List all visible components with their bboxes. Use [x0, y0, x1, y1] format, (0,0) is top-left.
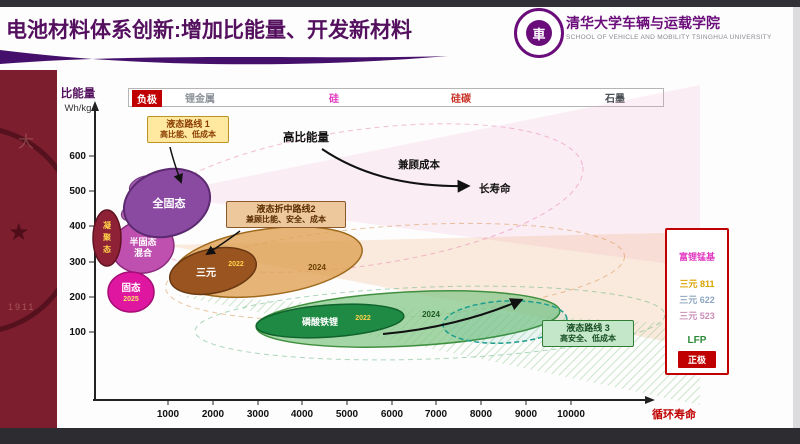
route1-desc: 高比能、低成本 — [160, 130, 216, 140]
y-tick: 600 — [69, 151, 86, 162]
y-tick: 100 — [69, 327, 86, 338]
bubble-label: 磷酸铁锂 — [302, 316, 338, 327]
bubble-char: 聚 — [102, 232, 112, 242]
bubble-condensed — [92, 209, 122, 267]
arrow-route1-leader — [169, 146, 183, 184]
band-outline-orange — [165, 222, 625, 322]
x-axis-title: 循环寿命 — [652, 407, 697, 421]
seal-character: 大 — [18, 134, 35, 151]
route2-label-box: 液态折中路线2 兼顾比能、安全、成本 — [226, 201, 346, 229]
tsinghua-logo-glyph: 車 — [526, 20, 552, 46]
bubble-year: 2022 — [228, 261, 244, 268]
anode-legend-bar: 负极 锂金属 硅 硅碳 石墨 — [128, 88, 664, 107]
band-outline-pink — [136, 123, 584, 273]
tsinghua-logo-icon: 車 — [514, 8, 564, 58]
seal-star-icon: ★ — [8, 219, 30, 246]
seal-sidebar: 大 ★ 1911 — [0, 70, 57, 428]
y-tick-labels: 600 500 400 300 200 100 — [69, 151, 86, 338]
y-tick: 200 — [69, 292, 86, 303]
route3-desc: 高安全、低成本 — [560, 334, 616, 344]
bubble-label: 固态 — [121, 282, 141, 294]
bubble-year: 2024 — [422, 310, 440, 319]
x-tick: 10000 — [557, 409, 585, 420]
x-tick: 4000 — [291, 409, 314, 420]
annotation-high-energy: 高比能量 — [283, 130, 329, 144]
x-axis-arrow — [645, 396, 655, 404]
school-name-en: SCHOOL OF VEHICLE AND MOBILITY TSINGHUA … — [566, 34, 772, 41]
cathode-item-li-rich: 富锂锰基 — [678, 252, 715, 262]
x-tick: 8000 — [470, 409, 493, 420]
cathode-item-622: 三元 622 — [679, 295, 715, 305]
bubble-lfp-2022 — [255, 303, 405, 339]
anode-item-si: 硅 — [329, 94, 339, 105]
annotation-long-life: 长寿命 — [479, 182, 511, 195]
arrow-lfp-trend — [382, 298, 524, 335]
cathode-legend-panel: 富锂锰基 三元 811 三元 622 三元 523 LFP 正极 — [665, 228, 729, 375]
bubble-char: 凝 — [103, 220, 112, 230]
x-tick: 3000 — [247, 409, 270, 420]
right-edge — [793, 7, 800, 428]
annotation-balanced-cost: 兼顾成本 — [398, 158, 440, 171]
video-top-bar — [0, 0, 800, 7]
route1-title: 液态路线 1 — [166, 119, 210, 129]
title-underline-swoosh — [0, 50, 448, 65]
cathode-title-badge: 正极 — [677, 351, 716, 368]
bubble-year: 2025 — [123, 296, 139, 303]
route3-title: 液态路线 3 — [566, 323, 610, 333]
cathode-item-523: 三元 523 — [679, 311, 715, 321]
bubble-label: 全固态 — [152, 196, 186, 210]
video-bottom-bar — [0, 428, 800, 444]
annotations: 高比能量 兼顾成本 长寿命 — [283, 130, 511, 195]
y-axis-arrow — [91, 101, 99, 111]
x-tick: 1000 — [157, 409, 180, 420]
bubble-year: 2024 — [308, 263, 326, 272]
page-title: 电池材料体系创新:增加比能量、开发新材料 — [6, 19, 412, 42]
x-tick: 9000 — [515, 409, 538, 420]
y-tick: 300 — [69, 257, 86, 268]
band-outline-green — [194, 285, 666, 361]
route2-title: 液态折中路线2 — [256, 204, 316, 214]
bubble-year: 2022 — [355, 315, 371, 322]
anode-item-graphite: 石墨 — [605, 94, 625, 105]
arrow-high-energy-to-life — [321, 148, 471, 193]
bubble-all-solid — [122, 167, 212, 239]
bubble-label: 半固态 — [129, 236, 156, 247]
bubble-label: 混合 — [134, 247, 153, 258]
bubble-solid — [107, 271, 155, 313]
x-tick: 5000 — [336, 409, 359, 420]
anode-item-li-metal: 锂金属 — [185, 94, 215, 105]
x-tick: 2000 — [202, 409, 225, 420]
y-axis-title: 比能量 — [61, 86, 96, 100]
trend-arrows — [169, 146, 524, 335]
bubble-char: 态 — [103, 244, 111, 254]
school-name-cn: 清华大学车辆与运载学院 — [566, 15, 720, 31]
arrow-route2-leader — [205, 230, 241, 256]
bubble-label: 三元 — [196, 267, 216, 279]
x-tick: 7000 — [425, 409, 448, 420]
cathode-item-lfp: LFP — [687, 335, 707, 346]
cathode-item-811: 三元 811 — [679, 279, 715, 289]
anode-item-sic: 硅碳 — [451, 94, 471, 105]
route1-label-box: 液态路线 1 高比能、低成本 — [147, 116, 229, 144]
route3-label-box: 液态路线 3 高安全、低成本 — [542, 320, 634, 348]
route2-desc: 兼顾比能、安全、成本 — [246, 215, 326, 225]
x-tick: 6000 — [381, 409, 404, 420]
y-axis-unit: Wh/kg — [65, 103, 92, 114]
y-tick: 500 — [69, 186, 86, 197]
y-tick: 400 — [69, 221, 86, 232]
x-tick-labels: 1000 2000 3000 4000 5000 6000 7000 8000 … — [157, 409, 585, 420]
seal-year: 1911 — [8, 302, 36, 312]
anode-legend-title: 负极 — [132, 90, 162, 107]
